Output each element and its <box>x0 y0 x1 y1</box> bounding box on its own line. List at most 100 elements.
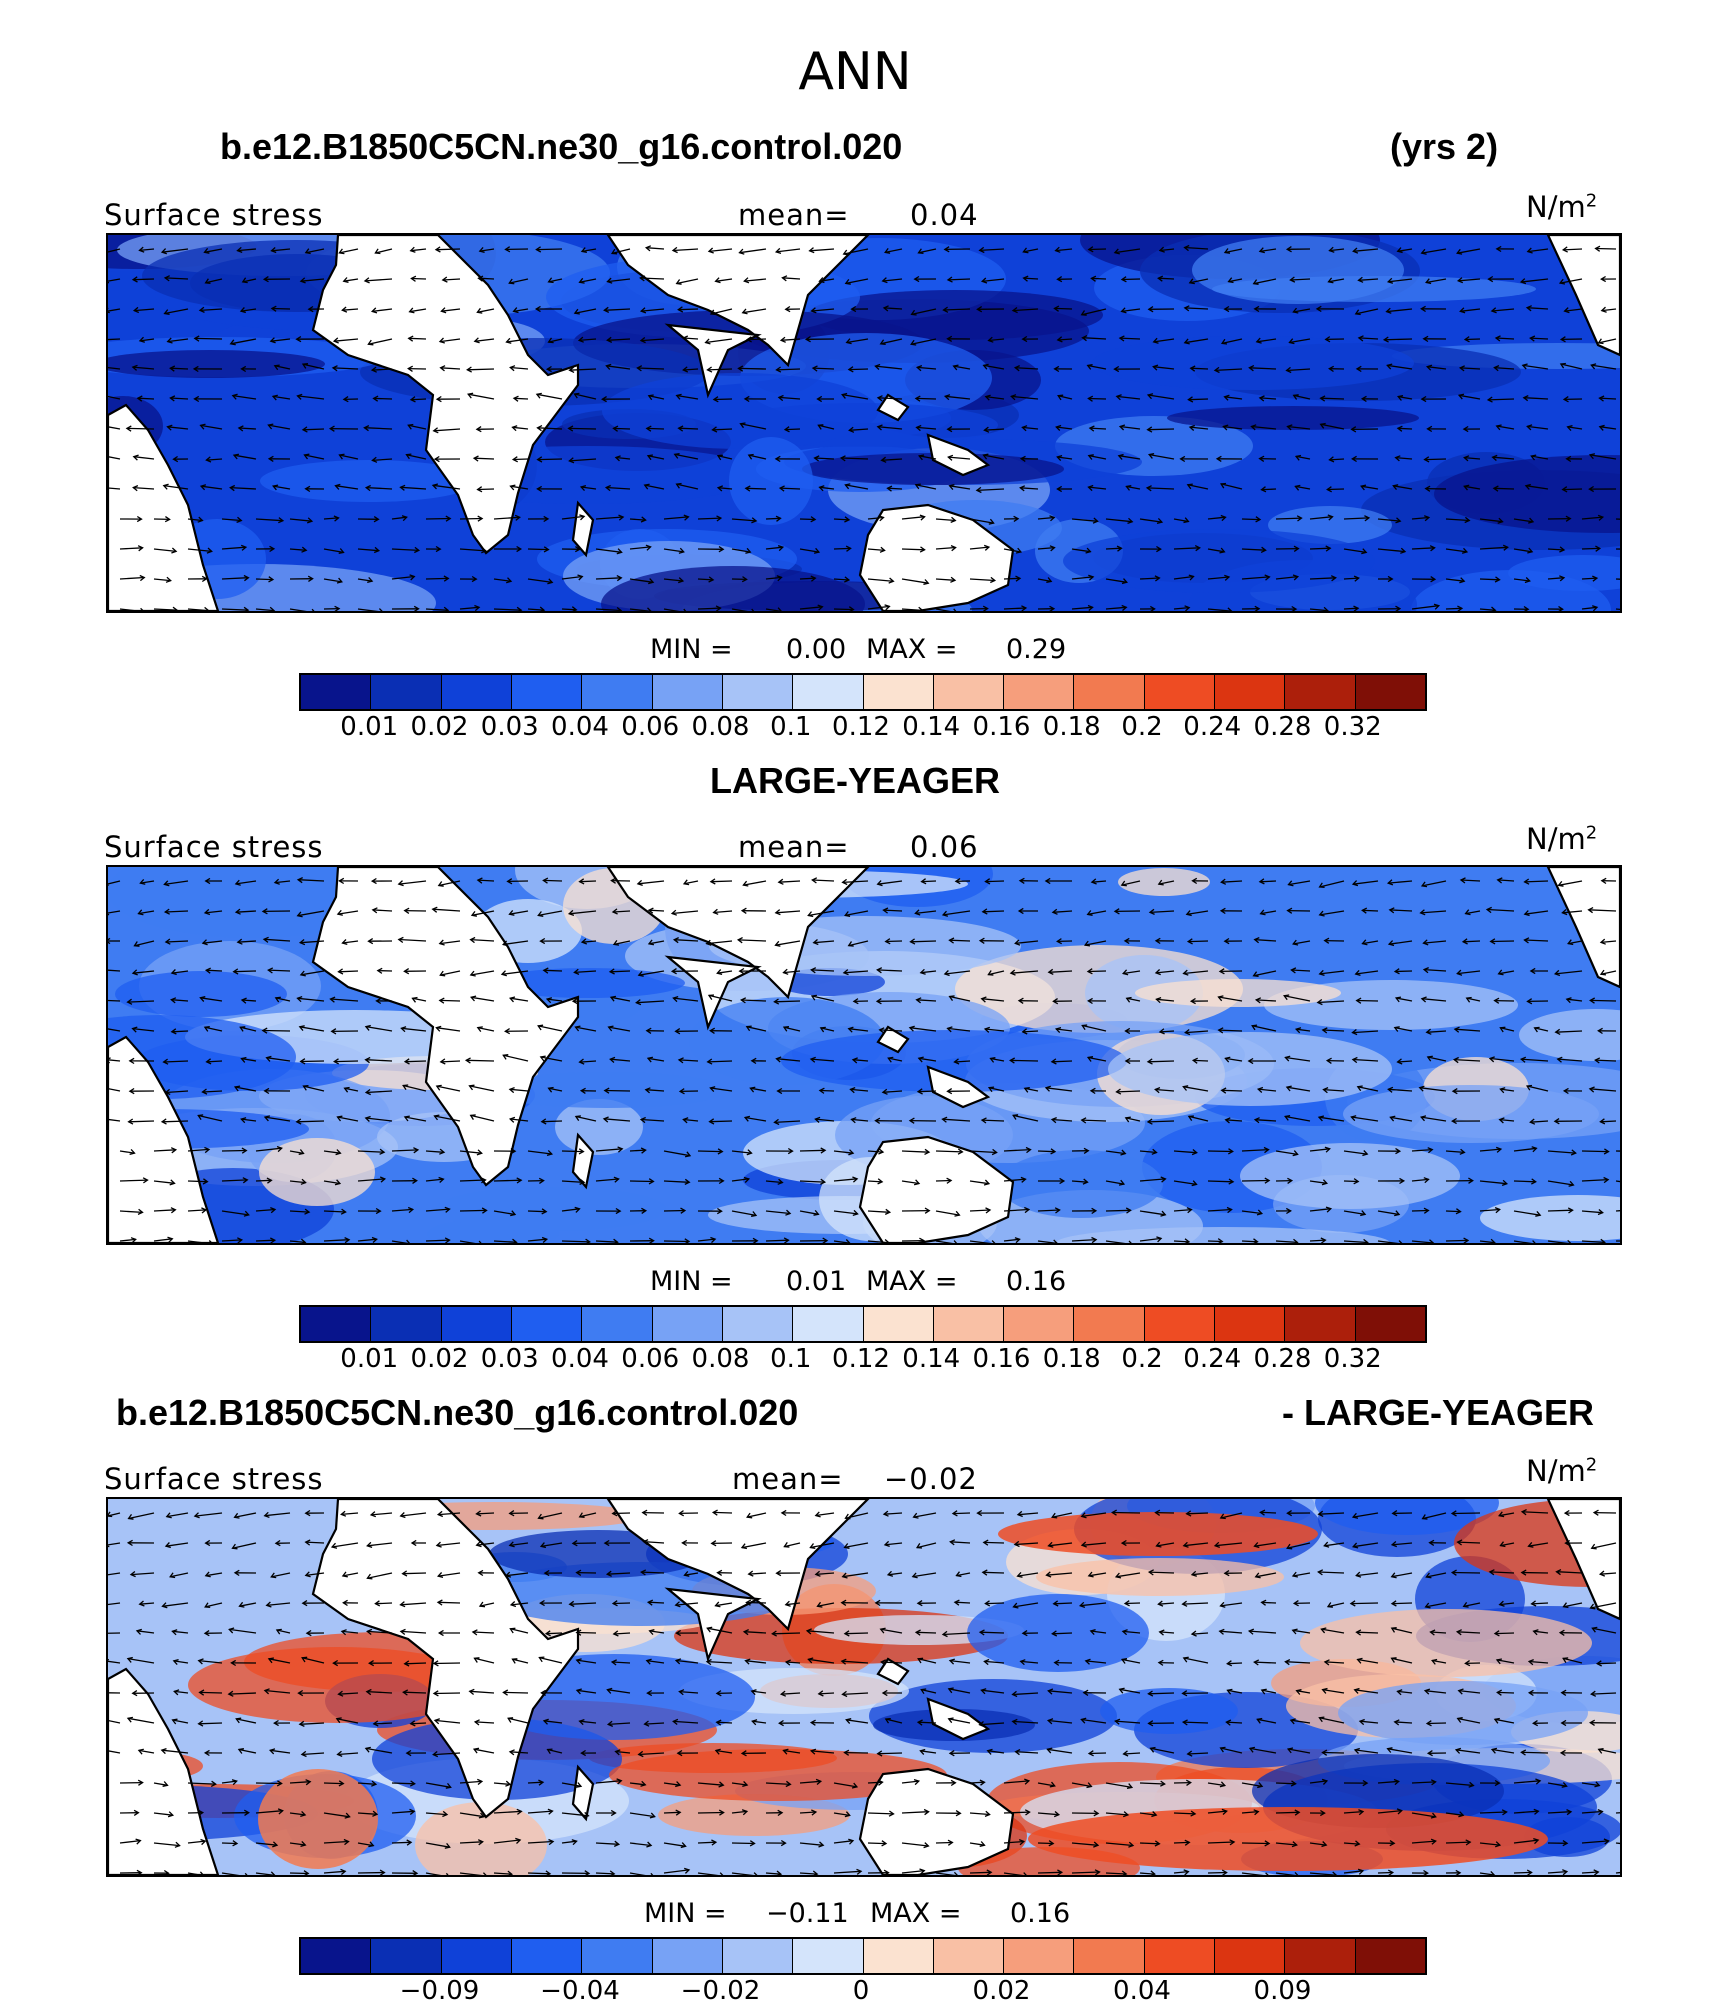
wind-vector <box>1588 909 1617 912</box>
wind-vector-head <box>1468 1781 1475 1788</box>
wind-vector <box>1182 1602 1209 1605</box>
wind-vector-head <box>1501 1809 1508 1816</box>
wind-vector <box>844 1632 869 1635</box>
wind-vector <box>330 998 359 1002</box>
wind-vector <box>765 1782 791 1786</box>
wind-vector-head <box>882 1510 889 1517</box>
wind-vector <box>1122 1630 1141 1634</box>
wind-vector-head <box>1123 1600 1130 1607</box>
wind-vector <box>629 546 651 550</box>
wind-vector-head <box>333 515 340 522</box>
wind-vector <box>357 1238 377 1242</box>
wind-vector <box>400 1630 427 1634</box>
wind-vector-head <box>1154 969 1161 976</box>
wind-vector-head <box>199 1871 205 1875</box>
wind-vector <box>1557 1058 1583 1062</box>
wind-vector-head <box>1284 1114 1291 1121</box>
wind-vector <box>302 1657 325 1664</box>
wind-vector <box>546 1632 563 1635</box>
wind-vector <box>400 1512 427 1517</box>
land-outline <box>858 503 1015 611</box>
wind-vector-head <box>1013 515 1020 522</box>
wind-vector-head <box>1285 246 1292 253</box>
wind-vector <box>172 1630 189 1634</box>
colorbar-swatch <box>1215 1307 1286 1341</box>
wind-vector-head <box>1021 425 1028 432</box>
wind-vector-head <box>1257 1782 1264 1789</box>
field-contour <box>1343 1085 1599 1143</box>
wind-vector <box>1184 246 1209 250</box>
wind-vector-head <box>1530 454 1537 461</box>
wind-vector-head <box>1491 454 1498 461</box>
wind-vector <box>108 1059 121 1062</box>
wind-vector-head <box>645 1027 652 1034</box>
wind-vector-head <box>1450 1510 1457 1517</box>
wind-vector <box>372 458 393 462</box>
wind-vector-head <box>774 940 781 947</box>
wind-vector <box>108 1542 121 1546</box>
wind-vector <box>1252 1025 1277 1032</box>
colorbar-swatch <box>1355 1307 1425 1341</box>
wind-vector-head <box>780 1509 787 1517</box>
wind-vector <box>205 1572 223 1577</box>
wind-vector-head <box>957 1148 964 1155</box>
wind-vector <box>1319 970 1345 975</box>
wind-vector <box>1457 1717 1481 1724</box>
wind-vector <box>1012 308 1039 312</box>
wind-vector <box>1458 1689 1481 1694</box>
land-outline <box>664 1587 762 1663</box>
wind-vector <box>1597 1662 1617 1665</box>
wind-vector <box>367 1630 393 1634</box>
wind-vector-head <box>1118 424 1126 431</box>
wind-vector <box>1121 1658 1141 1664</box>
wind-vector-head <box>1461 547 1469 554</box>
wind-vector <box>493 1240 517 1243</box>
wind-vector-head <box>172 1658 179 1666</box>
wind-vector <box>943 910 971 916</box>
wind-vector-head <box>839 455 846 462</box>
wind-vector-head <box>342 396 349 403</box>
wind-vector-head <box>204 1602 211 1609</box>
wind-vector-head <box>617 1146 624 1153</box>
wind-vector-head <box>262 936 269 943</box>
wind-vector-head <box>1148 908 1155 915</box>
wind-vector <box>1295 455 1311 460</box>
wind-vector <box>469 1690 495 1694</box>
wind-vector <box>341 1630 359 1634</box>
colorbar-tick-label: 0.12 <box>832 712 890 742</box>
wind-vector-head <box>646 1689 653 1697</box>
wind-vector-head <box>712 908 719 915</box>
wind-vector-head <box>1294 454 1302 461</box>
wind-vector-head <box>204 606 210 611</box>
wind-vector-head <box>409 1780 416 1787</box>
wind-vector-head <box>1052 998 1059 1005</box>
wind-vector <box>1496 425 1515 430</box>
wind-vector <box>440 367 461 370</box>
field-contour <box>1108 1032 1392 1106</box>
wind-vector-head <box>1554 1028 1561 1035</box>
wind-vector <box>867 1781 883 1784</box>
wind-vector-head <box>444 1206 451 1213</box>
colorbar-swatch <box>793 1939 864 1973</box>
wind-vector-head <box>1562 1869 1569 1875</box>
wind-vector <box>911 338 937 345</box>
wind-vector-head <box>567 425 574 432</box>
wind-vector-head <box>1019 455 1026 462</box>
colorbar-swatch <box>371 1939 442 1973</box>
wind-vector-head <box>409 1808 416 1816</box>
land-outline <box>311 867 580 1187</box>
wind-vector-head <box>137 1779 144 1786</box>
wind-vector-head <box>983 426 990 433</box>
wind-vector-head <box>1191 1180 1198 1187</box>
wind-vector <box>1081 1718 1107 1724</box>
wind-vector <box>1411 547 1435 550</box>
wind-vector <box>241 1057 257 1062</box>
wind-vector <box>1056 426 1073 430</box>
wind-vector <box>579 1060 597 1063</box>
wind-vector <box>663 1842 686 1847</box>
wind-vector-head <box>718 546 725 553</box>
wind-vector <box>1259 880 1277 883</box>
colorbar-tick-label: 0.16 <box>972 712 1031 742</box>
wind-vector-head <box>1120 276 1127 283</box>
wind-vector <box>1091 277 1107 280</box>
